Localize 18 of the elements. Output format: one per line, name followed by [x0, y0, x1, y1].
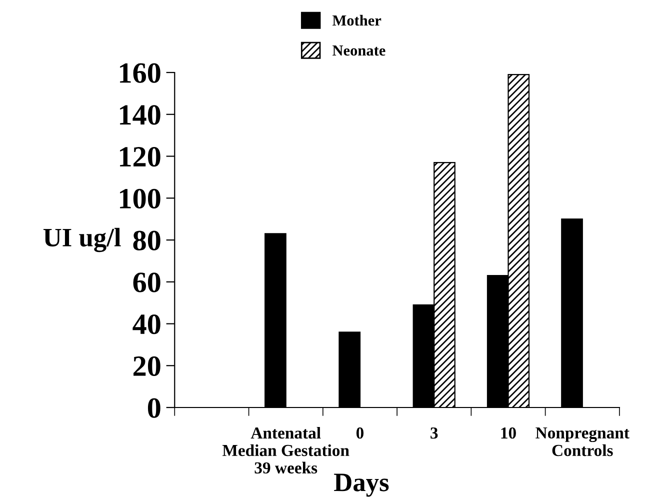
- x-tick-label: Antenatal Median Gestation 39 weeks: [222, 426, 350, 474]
- x-axis-title: Days: [334, 474, 389, 497]
- legend-label: Neonate: [332, 45, 386, 56]
- y-tick-label: 0: [148, 398, 160, 418]
- x-tick-label: 10: [501, 427, 516, 439]
- x-tick-label: 3: [430, 427, 438, 439]
- x-tick-label: Nonpregnant Controls: [536, 427, 630, 456]
- y-tick-label: 40: [132, 314, 160, 334]
- y-axis-title: UI ug/l: [43, 228, 121, 252]
- y-tick-label: 120: [120, 146, 160, 167]
- y-tick-label: 60: [133, 272, 160, 292]
- legend-label: Mother: [332, 14, 382, 26]
- y-tick-label: 160: [120, 63, 160, 83]
- y-tick-label: 80: [133, 230, 160, 250]
- y-tick-label: 100: [120, 188, 160, 209]
- y-tick-label: 140: [120, 105, 160, 125]
- y-tick-label: 20: [134, 356, 160, 376]
- x-tick-label: 0: [356, 427, 364, 439]
